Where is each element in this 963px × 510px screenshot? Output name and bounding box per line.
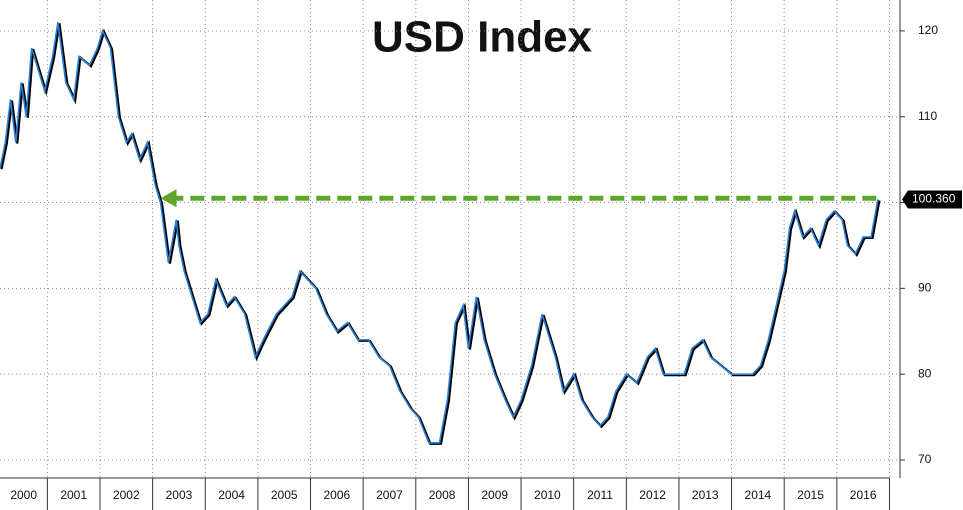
x-tick-label: 2016 [850, 488, 877, 502]
x-tick-label: 2014 [745, 488, 772, 502]
x-tick-label: 2005 [271, 488, 298, 502]
x-tick-label: 2001 [60, 488, 87, 502]
x-tick-label: 2011 [587, 488, 613, 502]
x-tick-label: 2009 [481, 488, 508, 502]
line [0, 22, 879, 444]
line-shadow [0, 23, 881, 445]
chart-title: USD Index [372, 13, 593, 62]
x-tick-label: 2002 [113, 488, 140, 502]
x-tick-label: 2010 [534, 488, 561, 502]
value-label-box [902, 190, 962, 209]
x-tick-label: 2008 [429, 488, 456, 502]
x-tick-label: 2012 [639, 488, 666, 502]
y-tick-label: 70 [918, 452, 932, 466]
x-tick-label: 2006 [323, 488, 350, 502]
x-tick-label: 2007 [376, 488, 403, 502]
y-tick-label: 80 [918, 366, 932, 380]
y-tick-label: 110 [918, 109, 937, 123]
arrow-head [160, 189, 177, 208]
x-tick-label: 2013 [692, 488, 719, 502]
x-tick-label: 2004 [218, 488, 245, 502]
x-tick-label: 2003 [166, 488, 193, 502]
x-tick-label: 2000 [10, 488, 37, 502]
y-tick-label: 120 [918, 23, 938, 37]
y-tick-label: 90 [918, 281, 932, 295]
value-label: 100.360 [912, 192, 956, 206]
x-tick-label: 2015 [797, 488, 824, 502]
